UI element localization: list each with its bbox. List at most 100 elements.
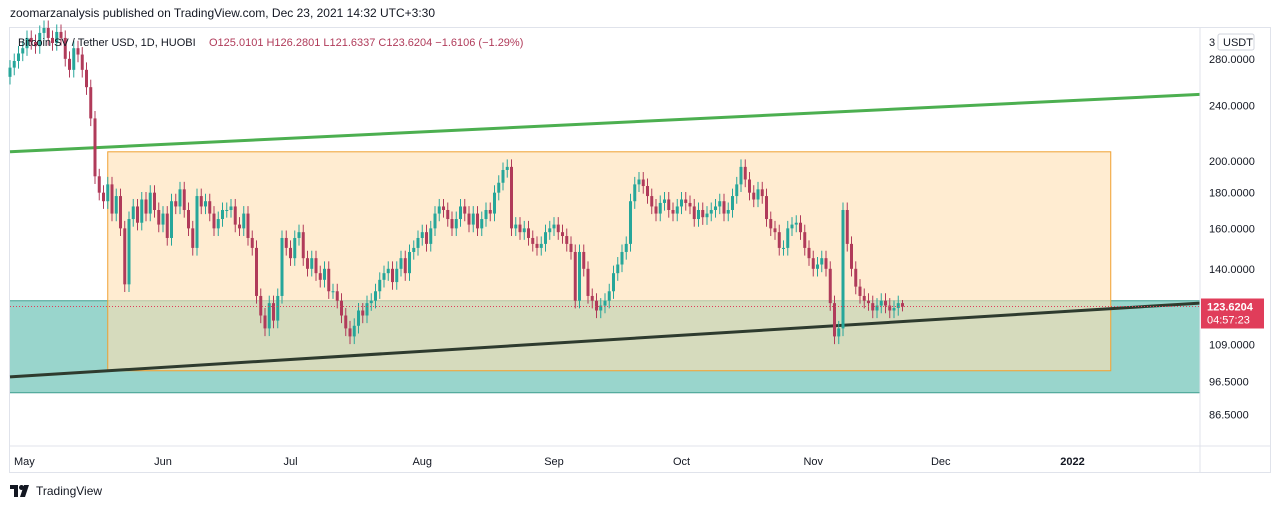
candle-body[interactable] bbox=[607, 291, 611, 301]
candle-body[interactable] bbox=[548, 228, 552, 233]
candle-body[interactable] bbox=[182, 189, 186, 210]
candle-body[interactable] bbox=[858, 286, 862, 296]
candle-body[interactable] bbox=[382, 273, 386, 280]
candle-body[interactable] bbox=[454, 219, 458, 229]
candle-body[interactable] bbox=[578, 251, 581, 301]
candle-body[interactable] bbox=[110, 184, 114, 214]
candle-body[interactable] bbox=[148, 192, 152, 214]
candle-body[interactable] bbox=[714, 206, 717, 210]
candle-body[interactable] bbox=[191, 228, 195, 248]
candle-body[interactable] bbox=[289, 247, 292, 259]
candle-body[interactable] bbox=[688, 202, 692, 207]
candle-body[interactable] bbox=[845, 209, 849, 244]
candle-body[interactable] bbox=[310, 258, 314, 269]
candle-body[interactable] bbox=[705, 213, 709, 218]
candle-body[interactable] bbox=[658, 202, 662, 214]
candle-body[interactable] bbox=[599, 305, 603, 311]
candle-body[interactable] bbox=[888, 305, 892, 311]
candle-body[interactable] bbox=[510, 166, 513, 229]
candle-body[interactable] bbox=[425, 232, 428, 244]
candle-body[interactable] bbox=[293, 237, 297, 259]
candle-body[interactable] bbox=[229, 206, 233, 210]
candle-body[interactable] bbox=[633, 184, 637, 202]
candle-body[interactable] bbox=[267, 303, 271, 329]
candle-body[interactable] bbox=[89, 87, 93, 119]
candle-body[interactable] bbox=[824, 258, 828, 269]
candle-body[interactable] bbox=[284, 237, 288, 248]
candle-body[interactable] bbox=[701, 209, 705, 218]
candle-body[interactable] bbox=[165, 213, 169, 238]
candle-body[interactable] bbox=[743, 166, 747, 180]
candle-body[interactable] bbox=[301, 232, 305, 259]
candle-body[interactable] bbox=[8, 67, 12, 77]
candle-body[interactable] bbox=[357, 310, 360, 326]
candle-body[interactable] bbox=[442, 206, 445, 210]
candle-body[interactable] bbox=[136, 206, 139, 223]
candle-body[interactable] bbox=[263, 315, 267, 329]
candle-body[interactable] bbox=[527, 228, 530, 238]
candle-body[interactable] bbox=[250, 237, 254, 248]
candle-body[interactable] bbox=[748, 179, 751, 193]
candle-body[interactable] bbox=[195, 196, 199, 248]
candle-body[interactable] bbox=[238, 224, 241, 229]
candle-body[interactable] bbox=[399, 258, 403, 269]
candle-body[interactable] bbox=[55, 31, 59, 44]
candle-body[interactable] bbox=[459, 206, 462, 220]
candle-body[interactable] bbox=[539, 243, 543, 248]
candle-body[interactable] bbox=[17, 53, 20, 62]
candle-body[interactable] bbox=[38, 32, 42, 47]
candle-body[interactable] bbox=[833, 303, 836, 337]
candle-body[interactable] bbox=[391, 268, 394, 283]
candle-body[interactable] bbox=[314, 258, 318, 274]
candle-body[interactable] bbox=[582, 251, 586, 269]
candle-body[interactable] bbox=[493, 192, 496, 214]
candle-body[interactable] bbox=[280, 237, 284, 296]
candle-body[interactable] bbox=[259, 295, 263, 316]
candle-body[interactable] bbox=[612, 273, 615, 292]
candle-body[interactable] bbox=[297, 232, 301, 238]
candle-body[interactable] bbox=[42, 28, 46, 33]
candle-body[interactable] bbox=[896, 303, 900, 309]
candle-body[interactable] bbox=[204, 201, 207, 207]
candle-body[interactable] bbox=[208, 201, 212, 214]
currency-badge[interactable] bbox=[1217, 33, 1255, 51]
candle-body[interactable] bbox=[484, 209, 488, 220]
candle-body[interactable] bbox=[365, 303, 369, 316]
candle-body[interactable] bbox=[72, 48, 76, 70]
candle-body[interactable] bbox=[140, 199, 144, 223]
candle-body[interactable] bbox=[680, 199, 683, 207]
candle-body[interactable] bbox=[433, 213, 437, 229]
candle-body[interactable] bbox=[51, 37, 54, 44]
candle-body[interactable] bbox=[518, 224, 522, 233]
candle-body[interactable] bbox=[318, 273, 322, 280]
candle-body[interactable] bbox=[901, 303, 904, 307]
candle-body[interactable] bbox=[765, 196, 768, 220]
candle-body[interactable] bbox=[739, 166, 743, 185]
candle-body[interactable] bbox=[663, 199, 666, 203]
candle-body[interactable] bbox=[646, 186, 649, 197]
candle-body[interactable] bbox=[187, 209, 190, 229]
candle-body[interactable] bbox=[276, 295, 280, 321]
candle-body[interactable] bbox=[272, 303, 275, 321]
candle-body[interactable] bbox=[752, 192, 756, 200]
candle-body[interactable] bbox=[875, 305, 879, 311]
candle-body[interactable] bbox=[675, 206, 679, 214]
candle-body[interactable] bbox=[811, 258, 815, 269]
candle-body[interactable] bbox=[786, 228, 790, 248]
candle-body[interactable] bbox=[161, 213, 165, 225]
candle-body[interactable] bbox=[854, 268, 858, 287]
candle-body[interactable] bbox=[777, 232, 781, 248]
candle-body[interactable] bbox=[386, 268, 390, 274]
candle-body[interactable] bbox=[323, 268, 326, 280]
candle-body[interactable] bbox=[348, 328, 352, 337]
candle-body[interactable] bbox=[408, 251, 411, 274]
candle-body[interactable] bbox=[514, 224, 518, 229]
last-price-tag[interactable] bbox=[1201, 298, 1264, 329]
candle-body[interactable] bbox=[565, 236, 569, 244]
candle-body[interactable] bbox=[446, 209, 450, 220]
candle-body[interactable] bbox=[29, 37, 33, 42]
range-box[interactable] bbox=[107, 151, 1112, 372]
candle-body[interactable] bbox=[522, 228, 526, 233]
candle-body[interactable] bbox=[641, 179, 645, 187]
candle-body[interactable] bbox=[892, 308, 896, 311]
